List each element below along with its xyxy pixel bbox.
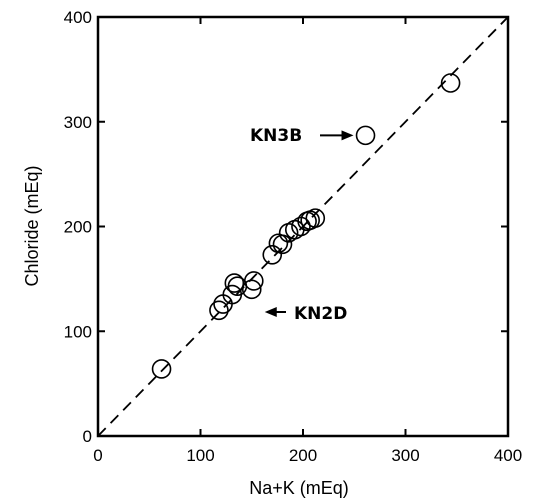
data-point-18	[440, 73, 461, 93]
y-tick-label-400: 400	[64, 8, 92, 27]
data-point-7	[244, 271, 264, 291]
annotation-kn3b: KN3B	[250, 126, 302, 146]
x-axis-title: Na+K (mEq)	[249, 478, 349, 498]
x-tick-label-200: 200	[289, 446, 317, 465]
y-tick-label-300: 300	[64, 113, 92, 132]
x-tick-label-400: 400	[494, 446, 522, 465]
data-point-4	[224, 273, 245, 293]
data-point-17	[355, 125, 376, 146]
y-axis-title: Chloride (mEq)	[22, 165, 42, 286]
data-point-6	[241, 279, 262, 300]
data-point-10	[272, 234, 293, 255]
y-tick-label-200: 200	[64, 218, 92, 237]
data-point-16	[305, 208, 326, 228]
x-tick-label-300: 300	[391, 446, 419, 465]
x-tick-label-100: 100	[186, 446, 214, 465]
data-point-8	[262, 244, 283, 265]
y-tick-label-0: 0	[83, 427, 92, 446]
y-tick-label-100: 100	[64, 322, 92, 341]
x-tick-label-0: 0	[93, 446, 102, 465]
arrow-kn2d-head	[264, 307, 277, 317]
data-point-0	[151, 359, 172, 379]
data-point-1	[209, 300, 229, 321]
arrow-kn3b-head	[341, 130, 354, 141]
annotation-kn2d: KN2D	[294, 304, 347, 324]
